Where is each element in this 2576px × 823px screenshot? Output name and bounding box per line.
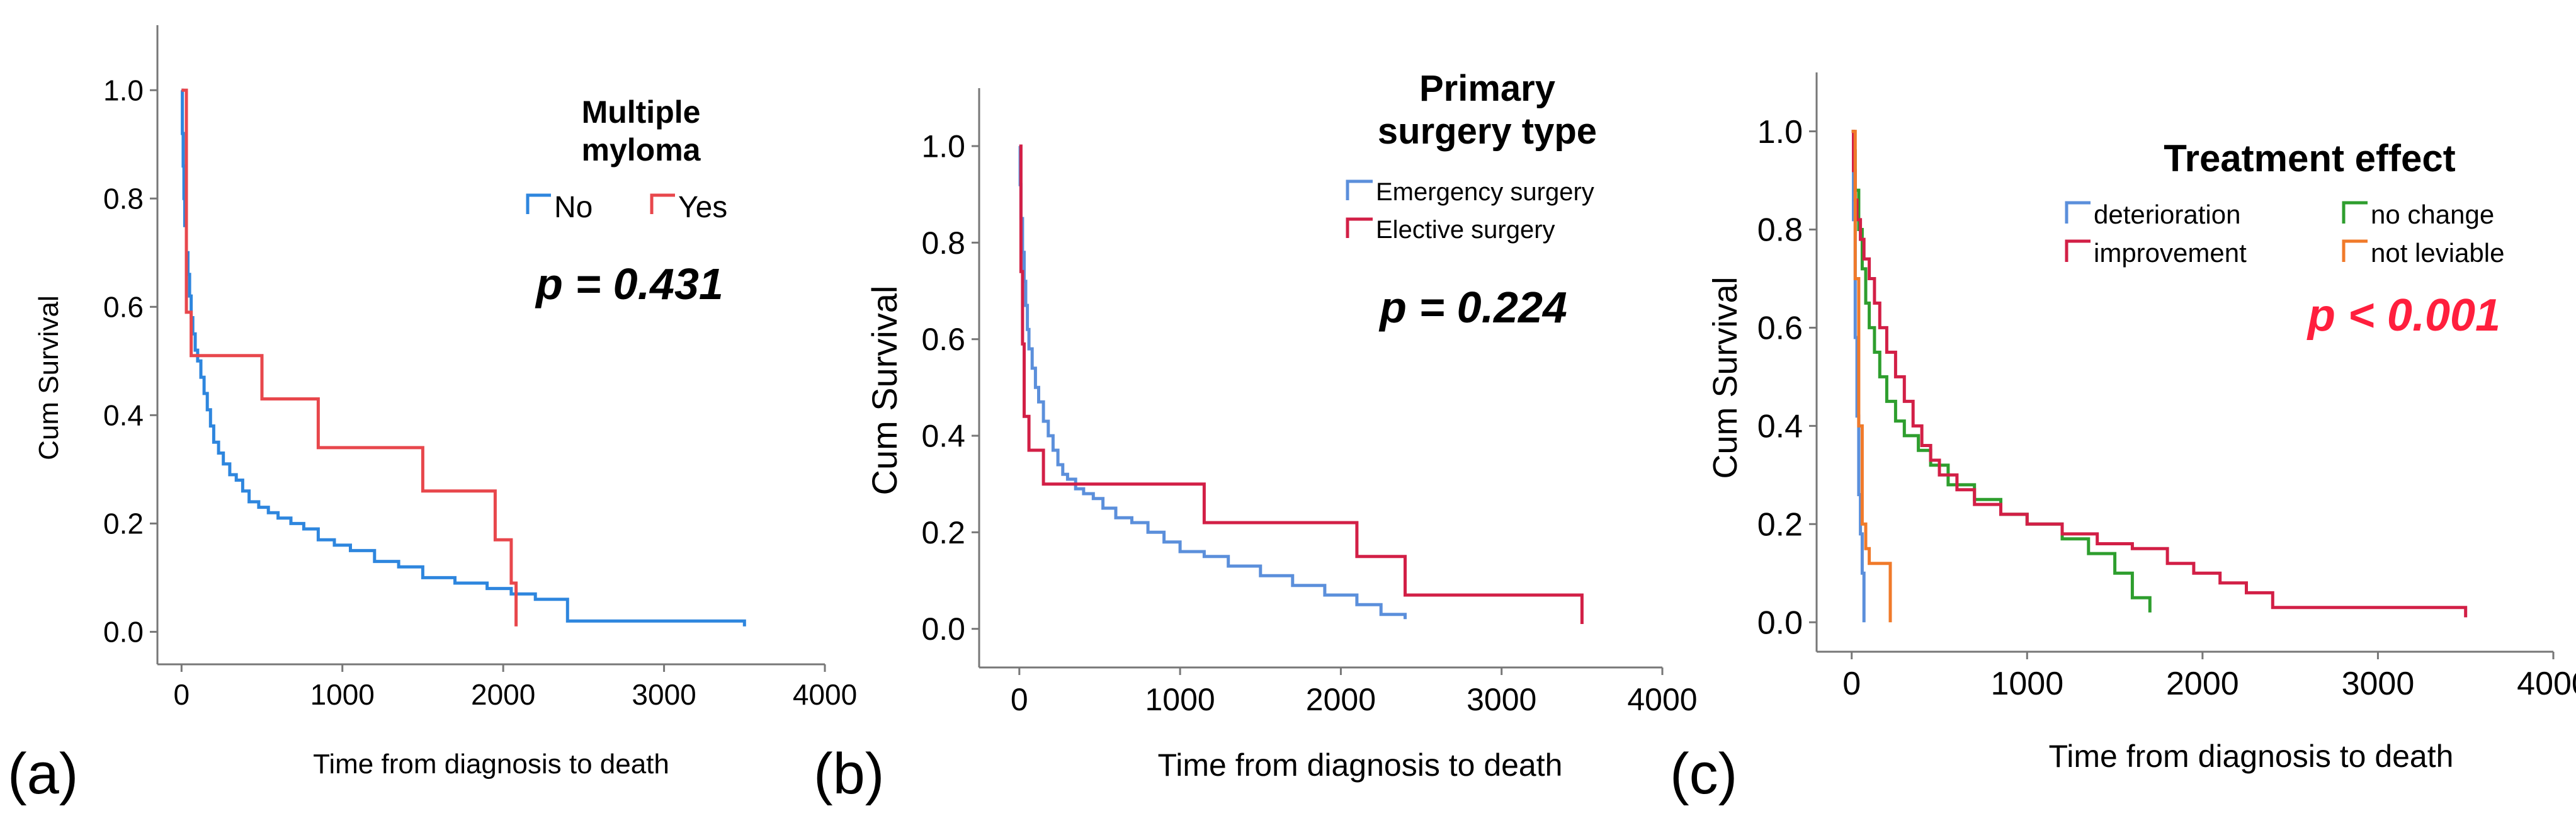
y-tick-label-c: 0.6: [1757, 310, 1803, 347]
y-tick-label-c: 1.0: [1757, 114, 1803, 150]
legend-label-deterioration: deterioration: [2094, 200, 2240, 229]
x-tick-label-b: 1000: [1145, 682, 1215, 717]
x-tick-label-a: 0: [174, 678, 190, 711]
km-curve-no: [181, 88, 746, 627]
x-tick-label-b: 2000: [1306, 682, 1376, 717]
km-curve-emergency-surgery: [1018, 144, 1407, 620]
legend-label-elective: Elective surgery: [1376, 216, 1555, 244]
legend-label-emergency: Emergency surgery: [1376, 178, 1594, 206]
y-tick-label-a: 0.6: [103, 290, 144, 323]
panel-label-c: (c): [1670, 742, 1737, 806]
x-tick-label-b: 3000: [1467, 682, 1536, 717]
x-tick-label-c: 1000: [1990, 666, 2063, 702]
y-tick-label-c: 0.2: [1757, 506, 1803, 543]
series-layer-c: [1851, 130, 2468, 623]
legend-c: Treatment effect deterioration no change…: [2065, 137, 2504, 268]
panel-label-a: (a): [8, 742, 78, 806]
y-tick-label-c: 0.4: [1757, 409, 1803, 445]
legend-swatch-deterioration: [2065, 201, 2091, 224]
legend-b: Primary surgery type Emergency surgery E…: [1346, 68, 1597, 244]
y-tick-label-a: 0.0: [103, 615, 144, 648]
x-tick-label-c: 0: [1842, 666, 1861, 702]
legend-swatch-improvement: [2065, 239, 2091, 262]
axes-c: 0 1000 2000 3000 4000 0.0 0.2 0.4 0.6 0.8 1.0: [1757, 72, 2576, 702]
y-axis-label-a: Cum Survival: [33, 295, 64, 460]
legend-title-c: Treatment effect: [2164, 137, 2455, 179]
legend-a: Multiple myloma No Yes: [526, 94, 727, 224]
y-tick-label-a: 0.4: [103, 399, 144, 431]
y-tick-label-b: 0.4: [921, 419, 965, 454]
y-tick-label-b: 0.0: [921, 611, 965, 647]
legend-label-no-change: no change: [2371, 200, 2494, 229]
legend-swatch-elective: [1346, 217, 1373, 238]
x-tick-label-a: 3000: [632, 678, 696, 711]
p-value-b: p = 0.224: [1378, 283, 1567, 332]
panel-c: 0 1000 2000 3000 4000 0.0 0.2 0.4 0.6 0.8 1.0 Cum …: [1670, 72, 2576, 806]
panel-b: 0 1000 2000 3000 4000 0.0 0.2 0.4 0.6 0.8 1.0 Cum …: [814, 68, 1698, 806]
legend-title-line1-b: Primary: [1419, 68, 1555, 109]
legend-label-not-leviable: not leviable: [2371, 238, 2504, 268]
x-tick-label-a: 1000: [310, 678, 375, 711]
km-curve-yes: [181, 88, 518, 627]
p-value-a: p = 0.431: [535, 259, 723, 309]
series-layer-b: [1018, 144, 1584, 624]
p-value-c: p < 0.001: [2306, 290, 2500, 341]
legend-label-yes: Yes: [678, 191, 727, 224]
x-axis-label-b: Time from diagnosis to death: [1158, 747, 1563, 783]
x-tick-label-c: 2000: [2166, 666, 2239, 702]
x-axis-label-c: Time from diagnosis to death: [2049, 739, 2454, 774]
y-axis-label-c: Cum Survival: [1706, 276, 1744, 479]
legend-title-line2-b: surgery type: [1378, 111, 1597, 152]
x-axis-label-a: Time from diagnosis to death: [313, 749, 669, 780]
series-layer-a: [181, 88, 746, 627]
y-tick-label-a: 0.2: [103, 507, 144, 540]
x-tick-label-c: 4000: [2517, 666, 2576, 702]
x-tick-label-b: 0: [1011, 682, 1028, 717]
x-tick-label-a: 2000: [471, 678, 535, 711]
y-tick-label-c: 0.8: [1757, 212, 1803, 249]
x-tick-label-a: 4000: [793, 678, 857, 711]
km-curve-improvement: [1851, 130, 2468, 618]
y-tick-label-a: 1.0: [103, 74, 144, 106]
legend-label-improvement: improvement: [2094, 238, 2247, 268]
y-tick-label-b: 0.8: [921, 225, 965, 261]
legend-swatch-not-leviable: [2342, 239, 2368, 262]
km-curve-not-leviable: [1851, 130, 1892, 623]
y-tick-label-a: 0.8: [103, 182, 144, 215]
axes-a: 0 1000 2000 3000 4000 0.0 0.2 0.4 0.6 0.8 1.0: [103, 25, 857, 711]
legend-swatch-emergency: [1346, 179, 1373, 200]
legend-title-line2-a: myloma: [582, 132, 701, 167]
axes-b: 0 1000 2000 3000 4000 0.0 0.2 0.4 0.6 0.8 1.0: [921, 88, 1698, 717]
y-tick-label-c: 0.0: [1757, 604, 1803, 641]
y-tick-label-b: 0.6: [921, 322, 965, 357]
km-curve-no-change: [1851, 130, 2152, 613]
legend-swatch-no: [526, 193, 551, 214]
legend-swatch-yes: [650, 193, 675, 214]
legend-swatch-no-change: [2342, 201, 2368, 224]
y-tick-label-b: 0.2: [921, 515, 965, 550]
x-tick-label-c: 3000: [2342, 666, 2415, 702]
panel-label-b: (b): [814, 742, 884, 806]
y-axis-label-b: Cum Survival: [865, 286, 904, 496]
x-tick-label-b: 4000: [1627, 682, 1697, 717]
km-curve-elective-surgery: [1019, 144, 1584, 624]
y-tick-label-b: 1.0: [921, 129, 965, 164]
panel-a: 0 1000 2000 3000 4000 0.0 0.2 0.4 0.6 0.8 1.0 Cum …: [8, 25, 857, 806]
legend-title-line1-a: Multiple: [582, 94, 701, 130]
legend-label-no: No: [554, 191, 593, 224]
